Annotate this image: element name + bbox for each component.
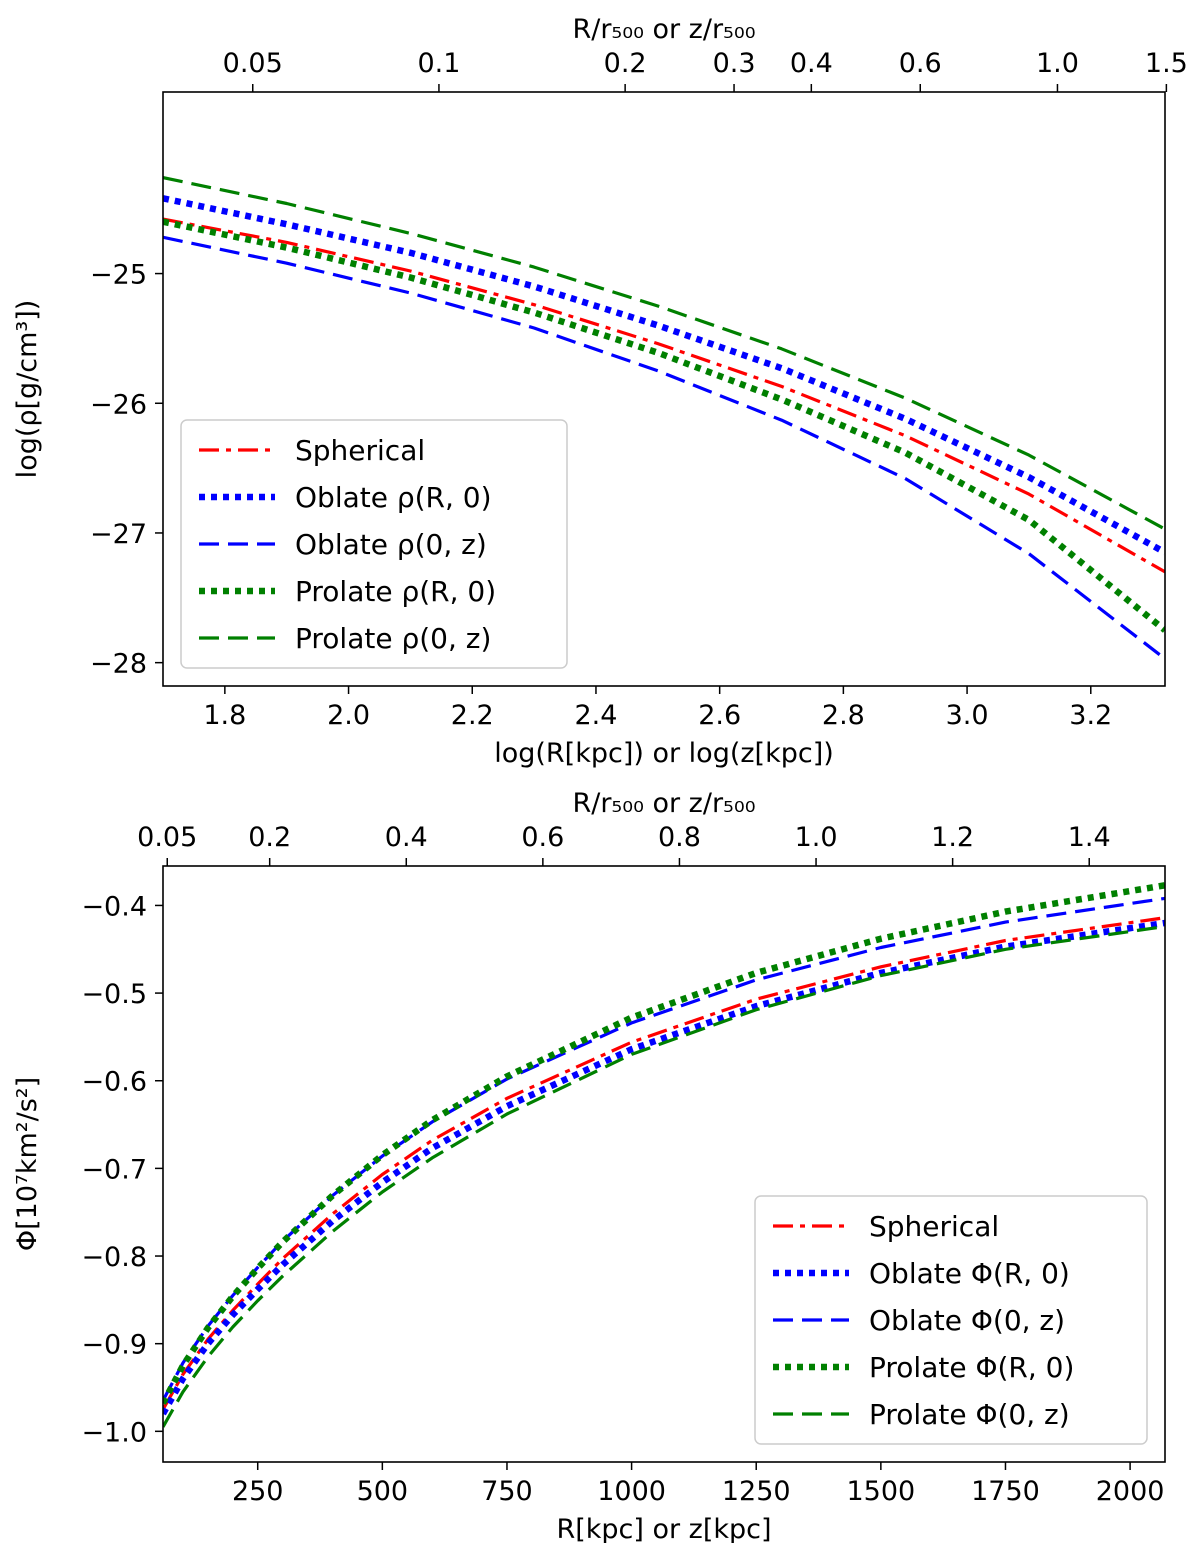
density-xtick-label: 2.8 xyxy=(822,700,865,731)
potential-ytick-label: −0.5 xyxy=(81,979,147,1010)
density-top-tick-label: 0.2 xyxy=(604,48,647,79)
density-xtick-label: 2.0 xyxy=(327,700,370,731)
potential-ytick-label: −0.7 xyxy=(81,1154,147,1185)
density-xtick-label: 3.0 xyxy=(946,700,989,731)
potential-top-tick-label: 0.05 xyxy=(137,822,197,853)
potential-top-tick-label: 1.2 xyxy=(931,822,974,853)
density-legend-label: Oblate ρ(R, 0) xyxy=(295,481,492,514)
potential-xtick-label: 500 xyxy=(357,1476,409,1507)
potential-top-tick-label: 0.6 xyxy=(521,822,564,853)
density-series-line-3 xyxy=(163,218,1165,633)
potential-legend-label: Prolate Φ(0, z) xyxy=(869,1398,1070,1431)
density-series-line-0 xyxy=(163,217,1165,574)
density-legend: Spherical Oblate ρ(R, 0) Oblate ρ(0, z) Pro… xyxy=(180,419,568,669)
density-top-xlabel: R/r₅₀₀ or z/r₅₀₀ xyxy=(572,14,755,45)
density-top-tick-label: 0.6 xyxy=(899,48,942,79)
potential-legend-label: Oblate Φ(0, z) xyxy=(869,1304,1065,1337)
density-top-tick-label: 0.1 xyxy=(417,48,460,79)
potential-top-tick-label: 0.8 xyxy=(658,822,701,853)
potential-xtick-label: 1000 xyxy=(597,1476,666,1507)
density-top-tick-label: 0.4 xyxy=(790,48,833,79)
density-top-tick-label: 1.0 xyxy=(1036,48,1079,79)
potential-series-line-4 xyxy=(163,924,1165,1428)
potential-ytick-label: −0.8 xyxy=(81,1242,147,1273)
potential-ytick-label: −0.6 xyxy=(81,1067,147,1098)
density-legend-label: Spherical xyxy=(295,434,425,467)
potential-ytick-label: −0.4 xyxy=(81,891,147,922)
potential-legend-label: Spherical xyxy=(869,1210,999,1243)
density-series-group xyxy=(163,176,1165,661)
potential-ytick-label: −0.9 xyxy=(81,1330,147,1361)
potential-xtick-label: 1250 xyxy=(722,1476,791,1507)
potential-series-line-1 xyxy=(163,919,1165,1416)
potential-frame xyxy=(162,865,1166,1463)
potential-xtick-label: 750 xyxy=(481,1476,533,1507)
potential-top-tick-label: 1.4 xyxy=(1068,822,1111,853)
potential-series-line-3 xyxy=(163,882,1165,1405)
potential-top-tick-label: 0.4 xyxy=(385,822,428,853)
potential-legend-label: Prolate Φ(R, 0) xyxy=(869,1351,1074,1384)
potential-xtick-label: 1750 xyxy=(971,1476,1040,1507)
density-xlabel: log(R[kpc]) or log(z[kpc]) xyxy=(494,738,834,769)
potential-ytick-label: −1.0 xyxy=(81,1417,147,1448)
density-top-tick-label: 0.05 xyxy=(223,48,283,79)
density-xtick-label: 2.6 xyxy=(698,700,741,731)
potential-xtick-label: 2000 xyxy=(1096,1476,1165,1507)
density-ylabel: log(ρ[g/cm³]) xyxy=(12,300,43,479)
potential-xlabel: R[kpc] or z[kpc] xyxy=(556,1514,771,1543)
potential-ylabel: Φ[10⁷km²/s²] xyxy=(12,1077,43,1251)
density-xtick-label: 1.8 xyxy=(203,700,246,731)
density-top-tick-label: 1.5 xyxy=(1145,48,1188,79)
density-legend-label: Prolate ρ(0, z) xyxy=(295,622,491,655)
density-ytick-label: −26 xyxy=(90,389,147,420)
density-series-line-2 xyxy=(163,235,1165,661)
potential-legend-label: Oblate Φ(R, 0) xyxy=(869,1257,1070,1290)
density-ytick-label: −27 xyxy=(90,519,147,550)
density-xtick-label: 2.4 xyxy=(574,700,617,731)
potential-legend: Spherical Oblate Φ(R, 0) Oblate Φ(0, z) Pro… xyxy=(754,1195,1148,1445)
density-series-line-1 xyxy=(163,195,1165,556)
potential-xtick-label: 1500 xyxy=(846,1476,915,1507)
potential-series-group xyxy=(163,882,1165,1428)
density-top-tick-label: 0.3 xyxy=(713,48,756,79)
potential-top-tick-label: 1.0 xyxy=(795,822,838,853)
potential-series-line-2 xyxy=(163,896,1165,1402)
density-xtick-label: 2.2 xyxy=(451,700,494,731)
density-series-line-4 xyxy=(163,176,1165,531)
density-panel: 1.8 2.0 2.2 2.4 2.6 2.8 3.0 3.2 −25 −26 −27 −28 0.05… xyxy=(12,14,1188,769)
density-ytick-label: −25 xyxy=(90,260,147,291)
density-legend-box xyxy=(180,419,568,669)
density-legend-label: Oblate ρ(0, z) xyxy=(295,528,487,561)
density-xtick-label: 3.2 xyxy=(1069,700,1112,731)
potential-legend-box xyxy=(754,1195,1148,1445)
density-ytick-label: −28 xyxy=(90,649,147,680)
potential-xtick-label: 250 xyxy=(232,1476,284,1507)
potential-panel: 250 500 750 1000 1250 1500 1750 2000 −0.4 −0.5 −0.… xyxy=(12,788,1166,1543)
density-legend-label: Prolate ρ(R, 0) xyxy=(295,575,496,608)
potential-top-tick-label: 0.2 xyxy=(248,822,291,853)
density-frame xyxy=(162,91,1166,687)
potential-top-xlabel: R/r₅₀₀ or z/r₅₀₀ xyxy=(572,788,755,819)
